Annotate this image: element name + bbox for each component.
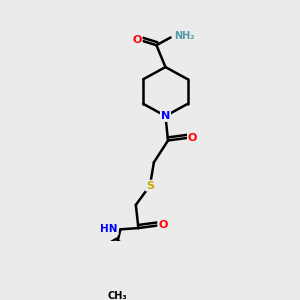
Text: HN: HN xyxy=(100,224,118,234)
Text: N: N xyxy=(161,111,170,121)
Text: NH₂: NH₂ xyxy=(175,31,195,41)
Text: O: O xyxy=(132,35,142,45)
Text: S: S xyxy=(146,181,154,190)
Text: O: O xyxy=(188,133,197,143)
Text: CH₃: CH₃ xyxy=(108,291,128,300)
Text: O: O xyxy=(158,220,168,230)
